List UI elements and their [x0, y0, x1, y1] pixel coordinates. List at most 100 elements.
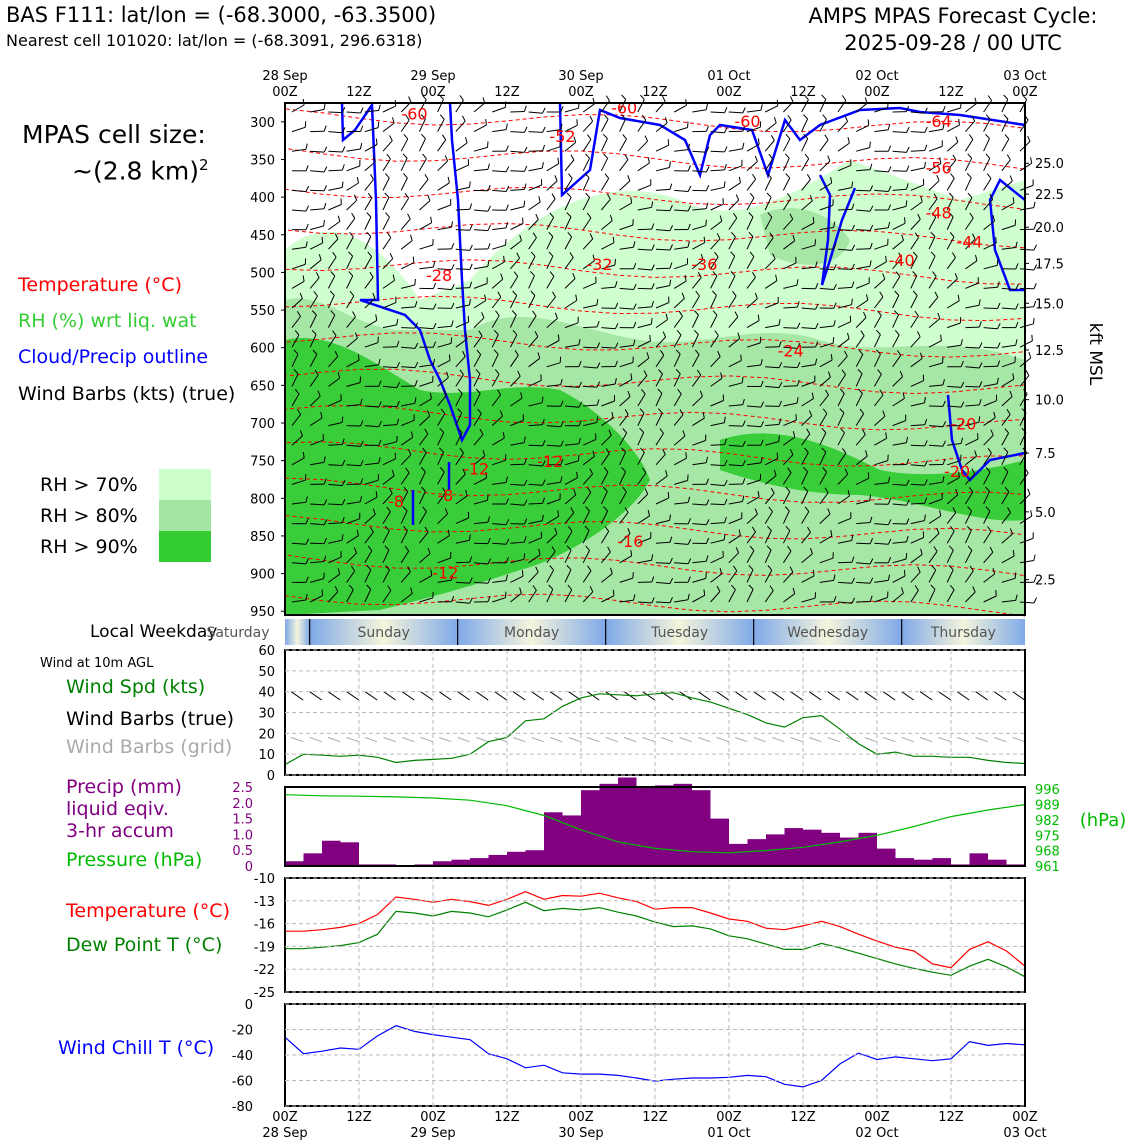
legend-precip-liquid: liquid eqiv. — [66, 798, 169, 820]
wind-barb-feather — [469, 597, 473, 604]
wind-barb-feather — [375, 314, 378, 321]
wind-barb-feather — [624, 409, 629, 415]
wind-barb-feather — [530, 251, 536, 257]
wind-barb-feather — [521, 570, 524, 577]
wind-barb — [492, 542, 507, 545]
wind-barb — [1001, 202, 1015, 211]
wind-barb-feather — [560, 458, 564, 465]
wind-barb-feather — [993, 411, 996, 418]
wind-barb-feather — [971, 115, 976, 122]
wind-barb-feather — [833, 243, 837, 250]
wind-barb — [528, 336, 539, 348]
wind-barb-feather — [459, 447, 464, 454]
wind-barb-feather — [662, 448, 666, 455]
wind-barb — [692, 277, 702, 289]
wind-barb-feather — [796, 342, 801, 349]
wind-barb-feather — [596, 381, 601, 388]
wind-barb-feather — [887, 185, 892, 192]
wind-barb-grid — [790, 737, 803, 743]
wind-barb — [564, 178, 573, 191]
wind-barb — [1019, 323, 1034, 329]
wind-barb-grid — [476, 737, 489, 743]
wind-barb — [364, 197, 373, 211]
wind-barb — [400, 510, 408, 524]
wind-barb — [510, 376, 521, 387]
wind-barb-feather — [869, 595, 873, 602]
wind-barb — [764, 280, 778, 289]
wind-barb-feather — [469, 224, 473, 231]
wind-barb — [418, 452, 427, 466]
wind-barb — [619, 471, 627, 485]
wind-barb — [655, 167, 670, 172]
pressure-tick-label: 989 — [1035, 799, 1060, 814]
wind-barb — [346, 165, 360, 172]
wind-barb — [837, 338, 850, 348]
wind-barb-feather — [752, 173, 757, 180]
wind-barb — [601, 242, 615, 250]
wind-barb-feather — [675, 369, 681, 375]
wind-barb — [619, 246, 634, 250]
wind-barb-feather — [778, 418, 782, 425]
wind-barb — [346, 337, 358, 348]
pressure-tick-label: 400 — [250, 191, 275, 206]
wind-barb — [692, 109, 707, 113]
wind-barb-feather — [341, 416, 344, 423]
wind-barb — [510, 188, 525, 191]
pressure-tick-label: 650 — [250, 379, 275, 394]
cross-section-panel: -60 -60-60 -64-52-56-48-44-40-36-32-28-24-… — [250, 69, 1105, 620]
wind-barb-grid — [679, 737, 692, 743]
wind-barb — [328, 556, 342, 564]
isotherm-label: -48 — [926, 204, 952, 223]
wind-barb-feather — [875, 329, 881, 335]
wind-barb-feather — [748, 212, 754, 218]
time-hour-label: 00Z — [864, 85, 890, 100]
temperature-panel: -10-13-16-19-22-25 — [254, 872, 1026, 1001]
wind-barb — [946, 300, 960, 309]
wind-barb — [710, 131, 725, 134]
wind-barb-feather — [807, 526, 811, 533]
wind-barb — [746, 462, 761, 466]
wind-barb — [710, 238, 721, 250]
wind-barb — [582, 530, 590, 544]
wind-barb — [855, 393, 863, 407]
wind-barb — [601, 551, 611, 564]
wind-barb — [637, 340, 651, 348]
wind-barb-feather — [867, 119, 870, 126]
wind-barb-feather — [778, 400, 782, 407]
wind-barb — [473, 521, 488, 525]
wind-barb-grid — [457, 737, 470, 743]
wind-barb-feather — [740, 354, 742, 361]
wind-barb-grid — [587, 737, 600, 743]
wind-barb-feather — [951, 252, 956, 258]
wind-barb — [837, 393, 845, 407]
wind-barb — [783, 419, 797, 427]
wind-barb-feather — [887, 476, 891, 483]
wind-barb — [655, 581, 670, 585]
wind-barb-feather — [866, 294, 869, 301]
weekday-cell — [901, 619, 1025, 645]
wind-barb-feather — [906, 105, 910, 112]
wind-barb — [637, 515, 650, 525]
cloud-outline — [988, 178, 1026, 292]
wind-barb-feather — [978, 342, 983, 349]
wind-barb — [419, 244, 433, 250]
wind-barb-feather — [451, 283, 455, 290]
wind-barb-feather — [422, 153, 427, 160]
wind-barb — [928, 255, 936, 270]
wind-barb — [837, 412, 845, 426]
wind-barb-feather — [305, 143, 308, 150]
wind-barb-true — [827, 691, 840, 701]
wind-barb — [874, 129, 889, 133]
wind-barb — [837, 374, 846, 387]
wind-barb — [837, 304, 852, 309]
wind-barb — [546, 569, 555, 583]
wind-barb — [655, 433, 664, 446]
wind-barb-feather — [407, 449, 412, 455]
wind-barb — [546, 533, 558, 544]
wind-barb — [801, 452, 809, 466]
wind-barb-feather — [716, 233, 721, 240]
wind-barb-feather — [341, 181, 344, 188]
wind-barb-feather — [360, 460, 364, 467]
wind-barb-feather — [569, 252, 574, 258]
